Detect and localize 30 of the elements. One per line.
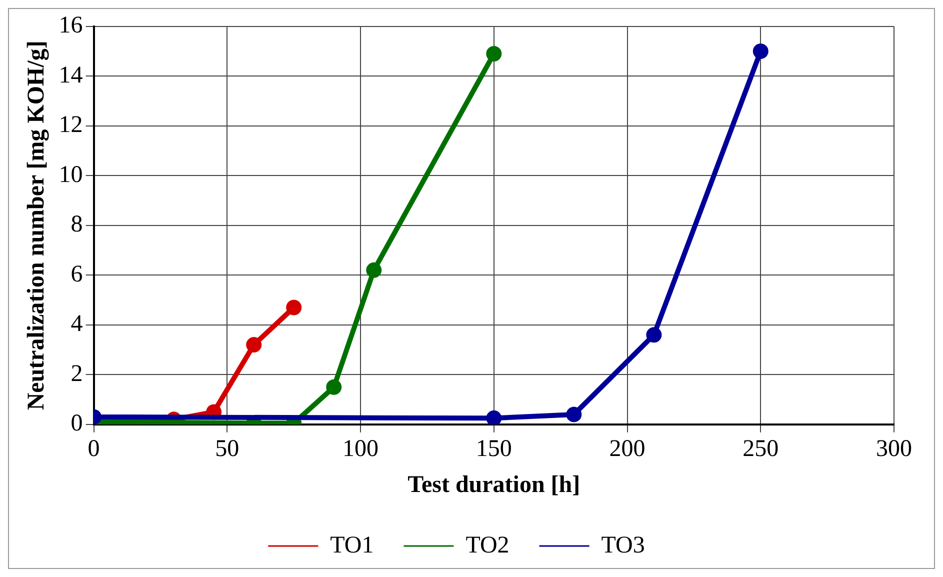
y-axis-title: Neutralization number [mg KOH/g] bbox=[24, 40, 50, 410]
point bbox=[646, 327, 662, 343]
x-axis-title: Test duration [h] bbox=[408, 472, 580, 498]
x-tick-label: 50 bbox=[215, 436, 240, 462]
x-tick-label: 300 bbox=[876, 436, 912, 462]
point bbox=[566, 406, 582, 422]
y-tick-label: 16 bbox=[58, 12, 83, 39]
legend-label: TO1 bbox=[330, 532, 374, 558]
legend-label: TO3 bbox=[601, 532, 645, 558]
y-tick-label: 2 bbox=[70, 360, 83, 387]
point bbox=[486, 410, 502, 424]
y-tick-label: 14 bbox=[58, 62, 83, 88]
y-tick-label: 4 bbox=[70, 311, 83, 338]
legend-label: TO2 bbox=[466, 532, 510, 558]
point bbox=[366, 262, 382, 278]
x-tick-label: 100 bbox=[342, 436, 379, 462]
point bbox=[752, 44, 768, 60]
point bbox=[486, 46, 502, 62]
x-tick-label: 200 bbox=[609, 436, 646, 462]
point bbox=[286, 300, 302, 316]
y-tick-label: 8 bbox=[70, 212, 83, 238]
y-tick-label: 12 bbox=[58, 112, 83, 138]
y-tick-label: 0 bbox=[70, 410, 83, 437]
point bbox=[326, 379, 342, 395]
point bbox=[246, 337, 262, 353]
y-tick-label: 6 bbox=[70, 261, 83, 288]
x-tick-label: 0 bbox=[88, 436, 100, 462]
x-tick-label: 250 bbox=[742, 436, 779, 462]
x-tick-label: 150 bbox=[476, 436, 512, 462]
y-tick-label: 10 bbox=[58, 162, 83, 188]
